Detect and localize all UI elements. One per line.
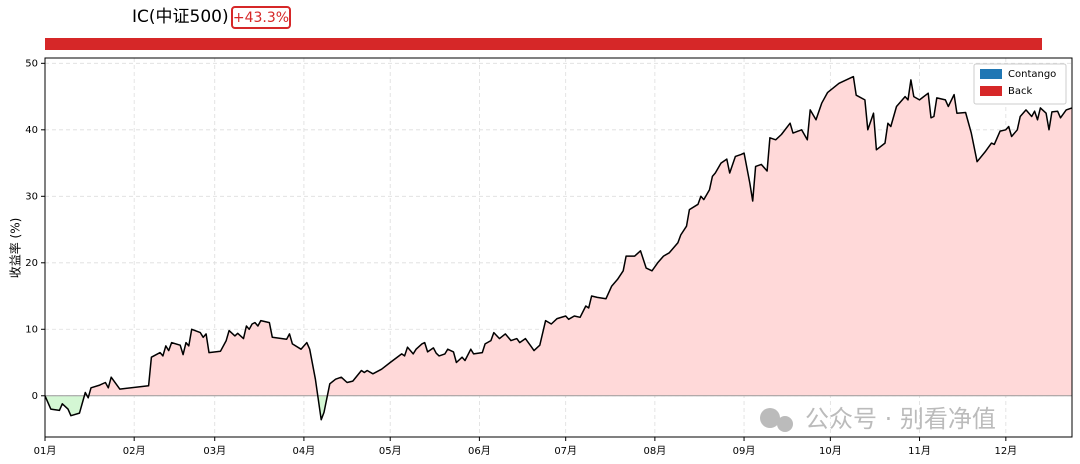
line xyxy=(44,75,1073,421)
y-axis-label: 收益率 (%) xyxy=(8,218,23,279)
y-tick-label: 20 xyxy=(25,258,38,269)
x-tick-label: 12月 xyxy=(994,445,1017,457)
area-positive xyxy=(45,76,1072,396)
axes-frame xyxy=(44,57,1073,438)
x-tick-label: 05月 xyxy=(379,445,402,457)
x-tick-label: 08月 xyxy=(644,445,667,457)
watermark: 公众号 · 别看净值 xyxy=(760,405,996,433)
chart-title: IC(中证500) xyxy=(132,7,229,27)
area-negative xyxy=(45,395,328,420)
x-tick-label: 06月 xyxy=(468,445,491,457)
y-tick-label: 50 xyxy=(25,58,38,69)
y-tick-label: 10 xyxy=(25,324,38,335)
legend-swatch xyxy=(980,69,1002,79)
x-tick-label: 09月 xyxy=(733,445,756,457)
badge-box xyxy=(231,6,291,29)
watermark-text: 公众号 · 别看净值 xyxy=(805,405,996,433)
legend-label: Back xyxy=(1008,86,1032,97)
x-tick-label: 11月 xyxy=(908,445,931,457)
top-bar xyxy=(45,38,1042,50)
x-tick-label: 01月 xyxy=(34,445,57,457)
y-tick-label: 0 xyxy=(32,391,38,402)
x-tick-label: 04月 xyxy=(293,445,316,457)
x-tick-label: 10月 xyxy=(819,445,842,457)
legend-swatch xyxy=(980,86,1002,96)
y-tick-label: 40 xyxy=(25,125,38,136)
x-tick-label: 07月 xyxy=(554,445,577,457)
x-tick-label: 02月 xyxy=(123,445,146,457)
x-tick-label: 03月 xyxy=(203,445,226,457)
badge: +43.3% xyxy=(233,10,289,26)
legend-label: Contango xyxy=(1008,69,1056,80)
y-tick-label: 30 xyxy=(25,191,38,202)
